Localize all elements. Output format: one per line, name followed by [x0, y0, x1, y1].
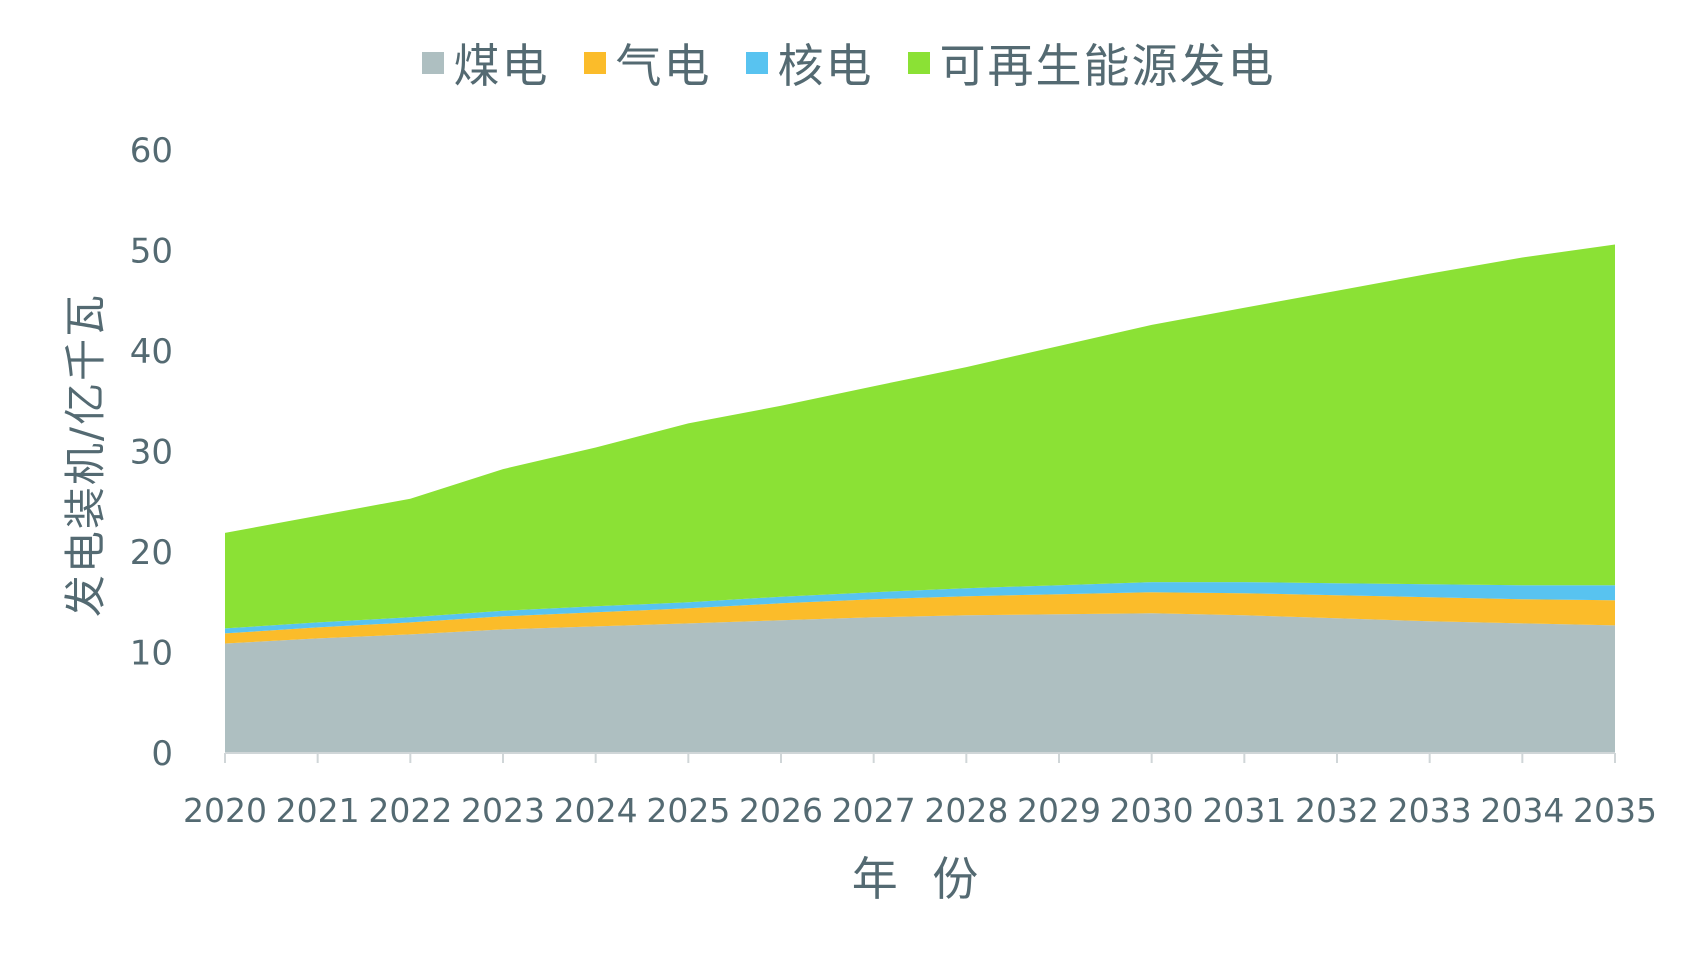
x-tick-label: 2028: [924, 791, 1008, 830]
legend-label-coal: 煤电: [453, 39, 550, 93]
x-tick-label: 2027: [832, 791, 916, 830]
x-tick-label: 2031: [1202, 791, 1286, 830]
x-tick-label: 2029: [1017, 791, 1101, 830]
y-axis-title: 发电装机/亿千瓦: [61, 293, 110, 617]
area-series-0: [225, 613, 1615, 753]
x-tick-label: 2020: [183, 791, 267, 830]
legend-swatch-renewable: [907, 52, 930, 74]
x-tick-label: 2025: [646, 791, 730, 830]
x-tick-label: 2033: [1388, 791, 1472, 830]
legend-swatch-gas: [583, 52, 606, 74]
x-tick-group: 2020 2021 2022 2023 2024 2025 2026 2027 2028 2029…: [183, 753, 1657, 830]
x-tick-label: 2026: [739, 791, 823, 830]
area-series-3: [225, 244, 1615, 629]
legend-item-gas: 气电: [583, 30, 712, 96]
x-tick-label: 2024: [554, 791, 638, 830]
y-tick-label: 0: [151, 734, 173, 774]
legend-item-renewable: 可再生能源发电: [907, 30, 1276, 96]
x-tick-label: 2023: [461, 791, 545, 830]
area-series-1: [225, 592, 1615, 644]
y-tick-label: 10: [130, 634, 173, 674]
y-tick-label: 60: [130, 131, 173, 171]
y-tick-label: 50: [130, 232, 173, 272]
x-tick-label: 2030: [1110, 791, 1194, 830]
legend-item-coal: 煤电: [421, 30, 550, 96]
x-tick-label: 2034: [1480, 791, 1564, 830]
x-tick-label: 2021: [276, 791, 360, 830]
y-tick-label: 20: [130, 533, 173, 573]
y-tick-label: 40: [130, 332, 173, 372]
legend-swatch-nuclear: [745, 52, 768, 74]
x-tick-label: 2032: [1295, 791, 1379, 830]
legend-label-renewable: 可再生能源发电: [939, 39, 1276, 93]
area-series-group: [225, 244, 1615, 753]
area-series-2: [225, 582, 1615, 634]
legend-label-nuclear: 核电: [777, 39, 874, 93]
x-axis-title: 年 份: [852, 852, 989, 906]
y-tick-group: 0 10 20 30 40 50 60: [130, 131, 173, 774]
legend-item-nuclear: 核电: [745, 30, 874, 96]
legend-label-gas: 气电: [615, 39, 712, 93]
x-tick-label: 2022: [368, 791, 452, 830]
legend: 煤电 气电 核电 可再生能源发电: [0, 30, 1697, 96]
x-tick-label: 2035: [1573, 791, 1657, 830]
y-tick-label: 30: [130, 433, 173, 473]
legend-swatch-coal: [421, 52, 444, 74]
